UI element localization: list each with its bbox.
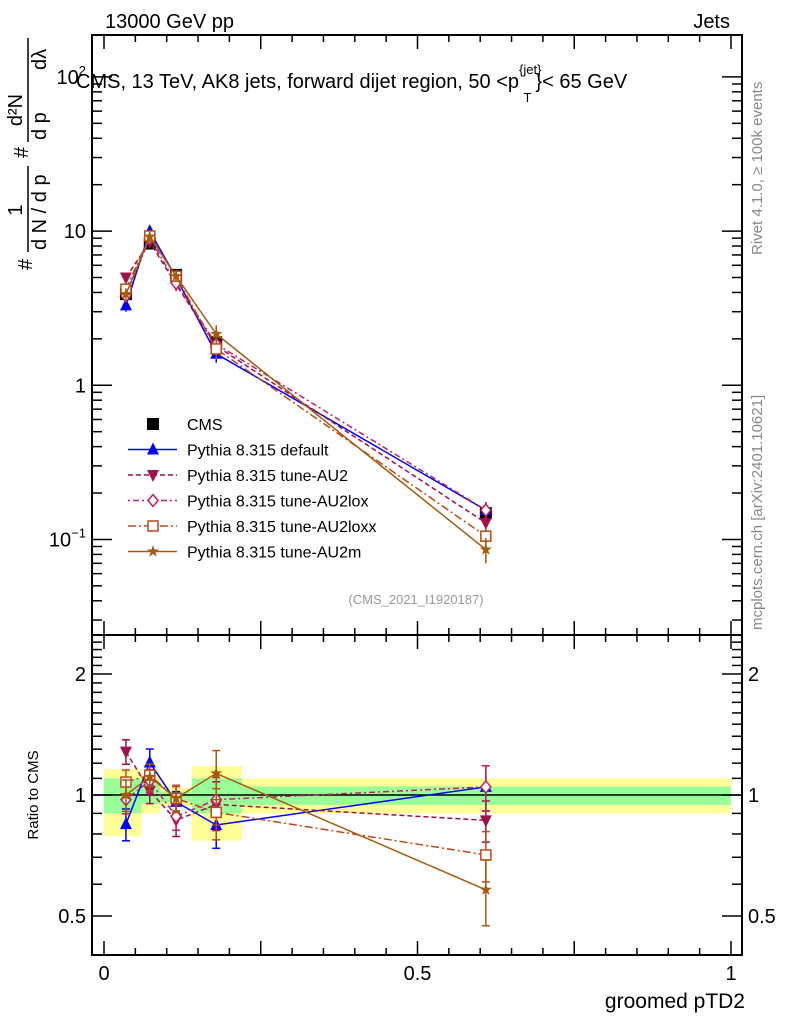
data-point: [119, 272, 132, 285]
data-point: [169, 269, 183, 282]
data-point: [479, 543, 493, 555]
legend-label: Pythia 8.315 default: [187, 443, 329, 460]
legend-label: Pythia 8.315 tune-AU2: [187, 468, 348, 485]
ratio-point: [119, 817, 132, 830]
data-point: [210, 327, 223, 340]
y-label-num2: d²N: [5, 94, 27, 126]
ratio-point: [119, 788, 133, 801]
chart-title: CMS, 13 TeV, AK8 jets, forward dijet reg…: [76, 62, 628, 105]
analysis-annotation: (CMS_2021_I1920187): [348, 592, 483, 607]
series-2: [119, 236, 492, 843]
data-point: [119, 298, 132, 311]
ratio-point: [479, 883, 493, 896]
ratio-point: [480, 849, 492, 861]
ratio-line: [125, 751, 486, 822]
ratio-bands: [104, 766, 731, 841]
legend-label: Pythia 8.315 tune-AU2lox: [187, 494, 368, 511]
legend-label: Pythia 8.315 tune-AU2m: [187, 545, 361, 562]
data-point: [119, 287, 133, 300]
ratio-tick-label-right: 1: [748, 785, 759, 807]
data-point: [479, 502, 492, 518]
y-label-den2b: dλ: [29, 49, 51, 70]
series-layer: [119, 224, 493, 927]
y-label-den1: d N / d p: [29, 174, 51, 250]
header-left: 13000 GeV pp: [105, 11, 234, 33]
series-1: [119, 224, 492, 850]
ratio-point: [119, 746, 132, 759]
legend-label: CMS: [187, 417, 223, 434]
ratio-point: [143, 770, 156, 783]
y-tick-label: 10: [64, 221, 86, 243]
legend-marker: [147, 493, 159, 508]
header-right: Jets: [693, 11, 730, 33]
data-point: [479, 517, 492, 530]
x-tick-label: 0: [98, 963, 109, 985]
ratio-tick-label-left: 1: [75, 785, 86, 807]
ratio-point: [210, 766, 223, 779]
ratio-point: [479, 779, 492, 795]
legend-entry: Pythia 8.315 tune-AU2: [128, 468, 348, 485]
ratio-point: [169, 791, 183, 804]
legend-entry: CMS: [147, 417, 223, 434]
legend-entry: Pythia 8.315 tune-AU2m: [128, 545, 361, 562]
legend-entry: Pythia 8.315 tune-AU2loxx: [128, 519, 376, 536]
series-line: [125, 234, 487, 537]
ratio-point: [479, 815, 492, 828]
ratio-tick-label-left: 2: [75, 664, 86, 686]
y-label-num1: 1: [5, 204, 27, 215]
x-tick-label: 1: [725, 963, 736, 985]
legend-entry: Pythia 8.315 tune-AU2lox: [128, 493, 368, 511]
y-label-hash: #: [15, 258, 37, 270]
y-tick-label: 1: [75, 375, 86, 397]
legend-marker: [146, 545, 160, 557]
legend: CMS Pythia 8.315 default Pythia 8.315 tune…: [128, 417, 376, 562]
y-axis-label: # 1 d N / d p # d²N d p dλ: [5, 38, 51, 270]
ratio-tick-label-right: 0.5: [748, 906, 776, 928]
y-label-den2: d p: [29, 112, 51, 140]
ratio-line: [125, 779, 486, 818]
ratio-axis-label: Ratio to CMS: [25, 750, 42, 839]
series-5: [119, 230, 493, 927]
legend-marker: [147, 520, 159, 532]
ratio-tick-label-left: 0.5: [58, 906, 86, 928]
legend-marker: [147, 442, 159, 455]
ratio-point: [210, 806, 222, 819]
legend-entry: Pythia 8.315 default: [128, 442, 329, 460]
y-label-hash2: #: [11, 146, 33, 158]
ratio-point: [170, 809, 183, 824]
legend-marker: [147, 470, 159, 482]
y-tick-label: 10−1: [49, 525, 86, 551]
data-point: [143, 230, 156, 242]
rivet-label: Rivet 4.1.0, ≥ 100k events: [749, 82, 766, 255]
legend-label: Pythia 8.315 tune-AU2loxx: [187, 519, 376, 536]
x-tick-label: 0.5: [404, 963, 432, 985]
mcplots-label: mcplots.cern.ch [arXiv:2401.10621]: [749, 395, 766, 630]
axes: 0 0.5 1 10−1 1 10 102 0.5 0.5 1 1 2 2: [49, 34, 776, 985]
ratio-tick-label-right: 2: [748, 664, 759, 686]
legend-marker: [147, 418, 159, 430]
x-axis-label: groomed pTD2: [605, 990, 745, 1013]
y-tick-label: 102: [57, 63, 86, 89]
data-point: [210, 343, 222, 355]
